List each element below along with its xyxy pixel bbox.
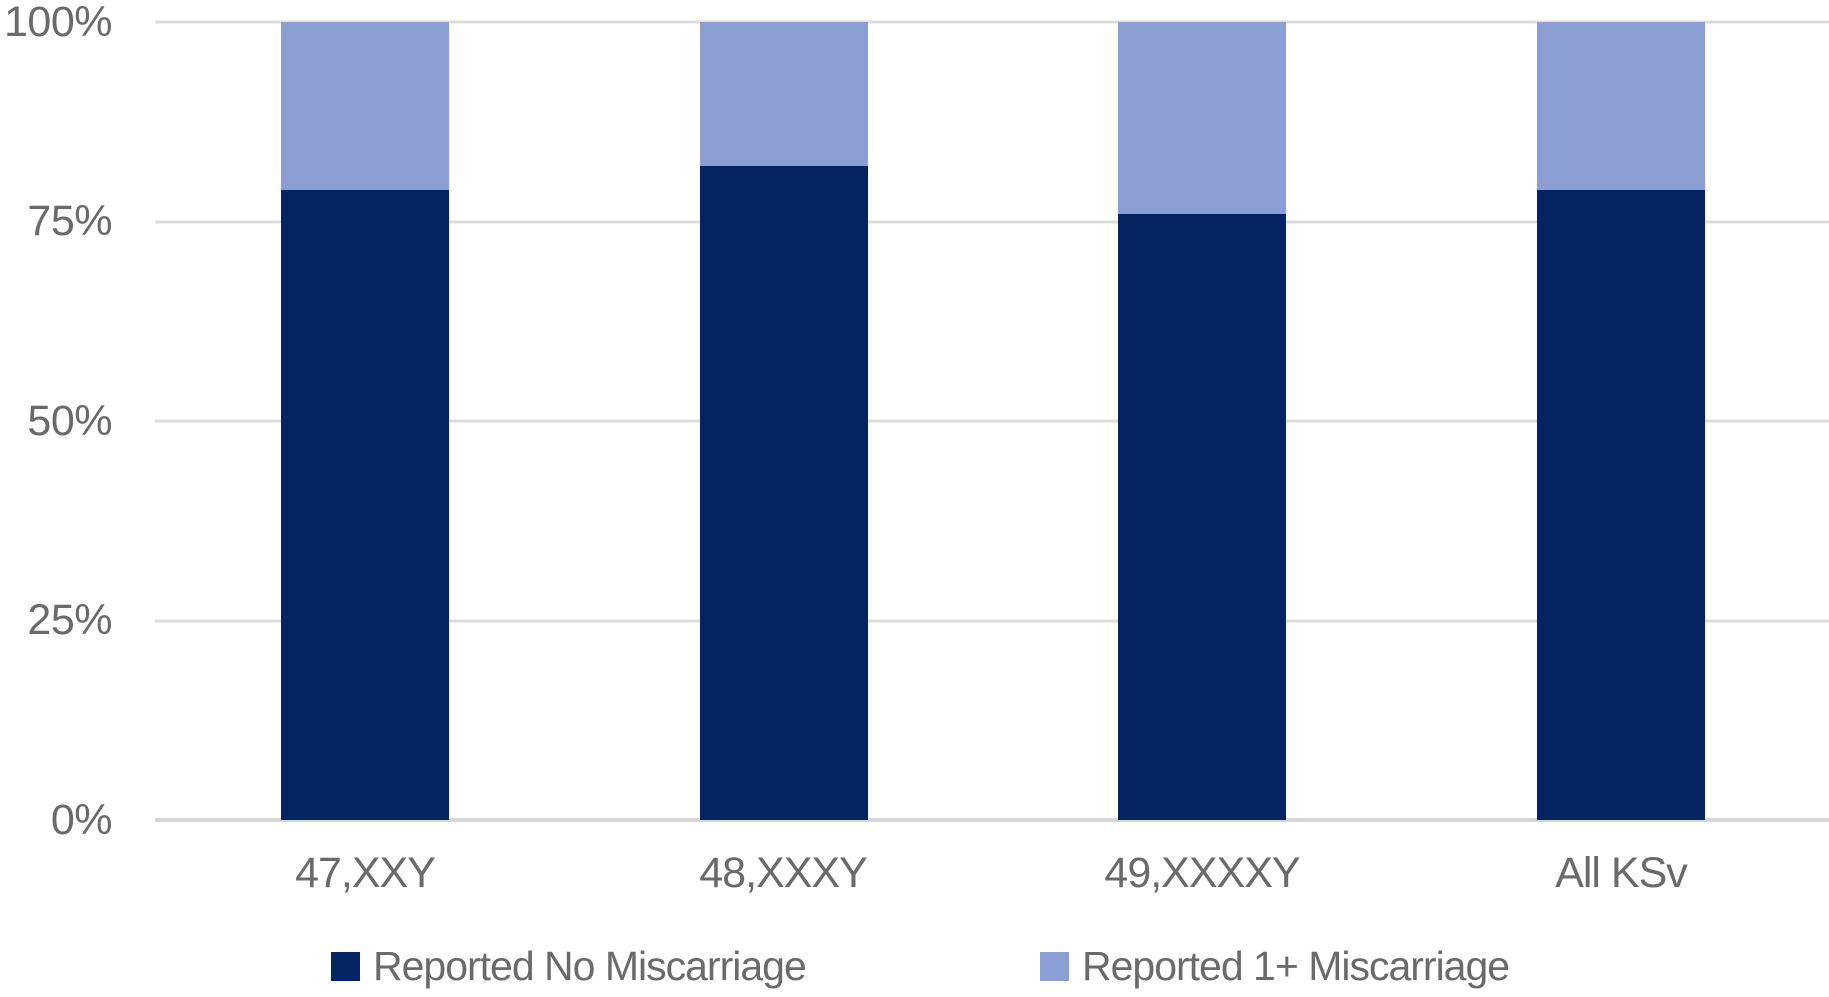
legend: Reported No Miscarriage Reported 1+ Misc… (0, 938, 1829, 994)
stacked-bar-48xxxy (700, 22, 868, 820)
plot-area (155, 20, 1829, 822)
x-axis-line (155, 818, 1829, 822)
gridline-100 (155, 20, 1829, 24)
stacked-bar-49xxxxy (1118, 22, 1286, 820)
y-tick-50: 50% (27, 397, 112, 445)
legend-item-1plus-miscarriage: Reported 1+ Miscarriage (1040, 938, 1510, 994)
x-label-47xxy: 47,XXY (295, 849, 436, 897)
legend-label-1plus-miscarriage: Reported 1+ Miscarriage (1082, 943, 1510, 989)
gridline-25 (155, 619, 1829, 622)
legend-swatch-no-miscarriage (331, 951, 360, 981)
stacked-bar-all-ksv (1537, 22, 1705, 820)
x-label-49xxxxy: 49,XXXXY (1104, 849, 1300, 897)
bar-segment-1plus-miscarriage (281, 22, 449, 190)
bar-segment-no-miscarriage (1537, 189, 1705, 820)
y-tick-100: 100% (4, 0, 112, 46)
bar-segment-1plus-miscarriage (1118, 22, 1286, 214)
gridline-75 (155, 220, 1829, 223)
y-tick-0: 0% (50, 796, 113, 844)
y-tick-75: 75% (27, 197, 112, 245)
bar-segment-no-miscarriage (281, 189, 449, 820)
y-tick-25: 25% (27, 596, 112, 644)
bar-segment-1plus-miscarriage (1537, 22, 1705, 190)
gridline-50 (155, 419, 1829, 423)
bar-segment-1plus-miscarriage (700, 22, 868, 166)
bar-segment-no-miscarriage (1118, 213, 1286, 820)
x-label-48xxxy: 48,XXXY (699, 849, 868, 897)
x-label-all-ksv: All KSv (1555, 849, 1688, 897)
bar-segment-no-miscarriage (700, 165, 868, 820)
legend-swatch-1plus-miscarriage (1040, 951, 1069, 981)
stacked-bar-47xxy (281, 22, 449, 820)
legend-item-no-miscarriage: Reported No Miscarriage (331, 938, 807, 994)
legend-label-no-miscarriage: Reported No Miscarriage (373, 943, 807, 989)
